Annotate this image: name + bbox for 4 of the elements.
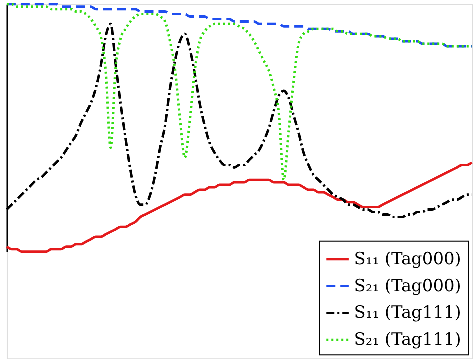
- legend-label: S₁₁ (Tag111): [354, 302, 462, 322]
- legend-label: S₂₁ (Tag000): [354, 275, 462, 296]
- legend-label: S₂₁ (Tag111): [354, 329, 462, 350]
- legend-label: S₁₁ (Tag000): [354, 248, 462, 268]
